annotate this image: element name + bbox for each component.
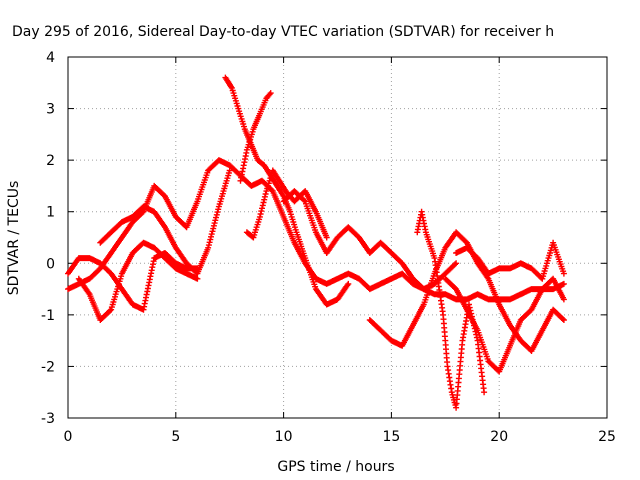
- x-axis-label: GPS time / hours: [277, 459, 394, 475]
- x-tick-label: 15: [382, 429, 400, 445]
- data-series: [237, 90, 274, 184]
- data-series: [75, 239, 201, 323]
- plot-frame: [67, 56, 608, 419]
- data-series: [97, 167, 233, 277]
- data-point-markers: [75, 239, 201, 323]
- y-tick-label: 2: [46, 153, 55, 169]
- data-point-markers: [65, 250, 201, 313]
- data-point-markers: [280, 188, 460, 293]
- x-tick-label: 20: [490, 429, 508, 445]
- tick-labels: 0 5 10 15 20 25 -3 -2 -1 0 1 2 3 4: [41, 50, 616, 445]
- y-tick-label: -3: [41, 411, 55, 427]
- data-series: [453, 239, 567, 282]
- x-tick-label: 10: [275, 429, 293, 445]
- y-tick-label: -1: [41, 308, 55, 324]
- data-point-markers: [237, 90, 274, 184]
- y-axis-label: SDTVAR / TECUs: [6, 181, 22, 296]
- y-tick-label: 1: [46, 205, 55, 221]
- x-tick-label: 5: [171, 429, 180, 445]
- data-series: [65, 250, 201, 313]
- y-tick-label: -2: [41, 359, 55, 375]
- chart-title: Day 295 of 2016, Sidereal Day-to-day VTE…: [12, 24, 554, 40]
- data-series: [442, 275, 567, 375]
- x-tick-label: 0: [64, 429, 73, 445]
- y-tick-label: 3: [46, 102, 55, 118]
- grid: [68, 57, 607, 418]
- y-tick-label: 4: [46, 50, 55, 66]
- data-point-markers: [97, 167, 233, 277]
- data-point-markers: [442, 275, 567, 375]
- x-tick-label: 25: [598, 429, 616, 445]
- y-tick-label: 0: [46, 256, 55, 272]
- data-series: [280, 188, 460, 293]
- data-point-markers: [453, 239, 567, 282]
- data-points: [65, 74, 567, 411]
